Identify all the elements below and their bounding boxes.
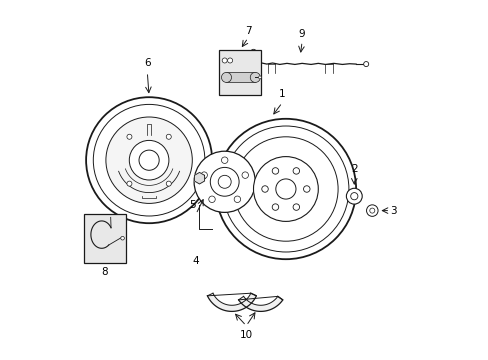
Circle shape (208, 196, 215, 203)
Circle shape (350, 193, 357, 200)
Text: 1: 1 (279, 89, 285, 99)
Circle shape (215, 119, 355, 259)
Circle shape (86, 97, 212, 223)
Circle shape (221, 157, 227, 163)
Circle shape (129, 140, 168, 180)
Circle shape (223, 126, 348, 252)
Circle shape (275, 179, 295, 199)
Text: 10: 10 (239, 330, 252, 340)
Text: 4: 4 (192, 256, 199, 266)
Circle shape (166, 181, 171, 186)
Circle shape (292, 168, 299, 174)
Circle shape (272, 204, 278, 210)
Circle shape (234, 196, 240, 203)
Circle shape (253, 59, 257, 63)
Circle shape (369, 208, 374, 213)
Circle shape (121, 237, 124, 240)
Circle shape (201, 172, 207, 178)
Circle shape (106, 117, 192, 203)
Bar (226, 72, 255, 82)
Circle shape (194, 151, 255, 212)
Circle shape (139, 150, 159, 170)
Bar (84, 214, 125, 263)
Circle shape (227, 58, 232, 63)
Circle shape (210, 167, 239, 196)
Circle shape (292, 204, 299, 210)
Circle shape (366, 205, 377, 216)
Polygon shape (238, 296, 282, 311)
Circle shape (127, 181, 132, 186)
Text: 2: 2 (350, 164, 357, 174)
Circle shape (242, 172, 248, 178)
Circle shape (233, 137, 337, 241)
Circle shape (303, 186, 309, 192)
Circle shape (261, 186, 268, 192)
Text: 7: 7 (244, 26, 251, 36)
Text: 3: 3 (390, 206, 396, 216)
Circle shape (250, 49, 256, 55)
Circle shape (363, 62, 368, 67)
Polygon shape (194, 172, 204, 184)
Polygon shape (207, 293, 256, 311)
Text: 9: 9 (298, 29, 305, 39)
Circle shape (221, 72, 231, 82)
Text: 8: 8 (102, 267, 108, 277)
Circle shape (218, 175, 231, 188)
Text: 6: 6 (143, 58, 150, 68)
Circle shape (93, 104, 204, 216)
Text: 5: 5 (188, 200, 195, 210)
Circle shape (272, 168, 278, 174)
Circle shape (222, 58, 227, 63)
Circle shape (250, 72, 260, 82)
Circle shape (166, 134, 171, 139)
Circle shape (253, 157, 318, 221)
Bar (219, 50, 260, 95)
Circle shape (127, 134, 132, 139)
Circle shape (346, 188, 362, 204)
Circle shape (258, 76, 261, 79)
